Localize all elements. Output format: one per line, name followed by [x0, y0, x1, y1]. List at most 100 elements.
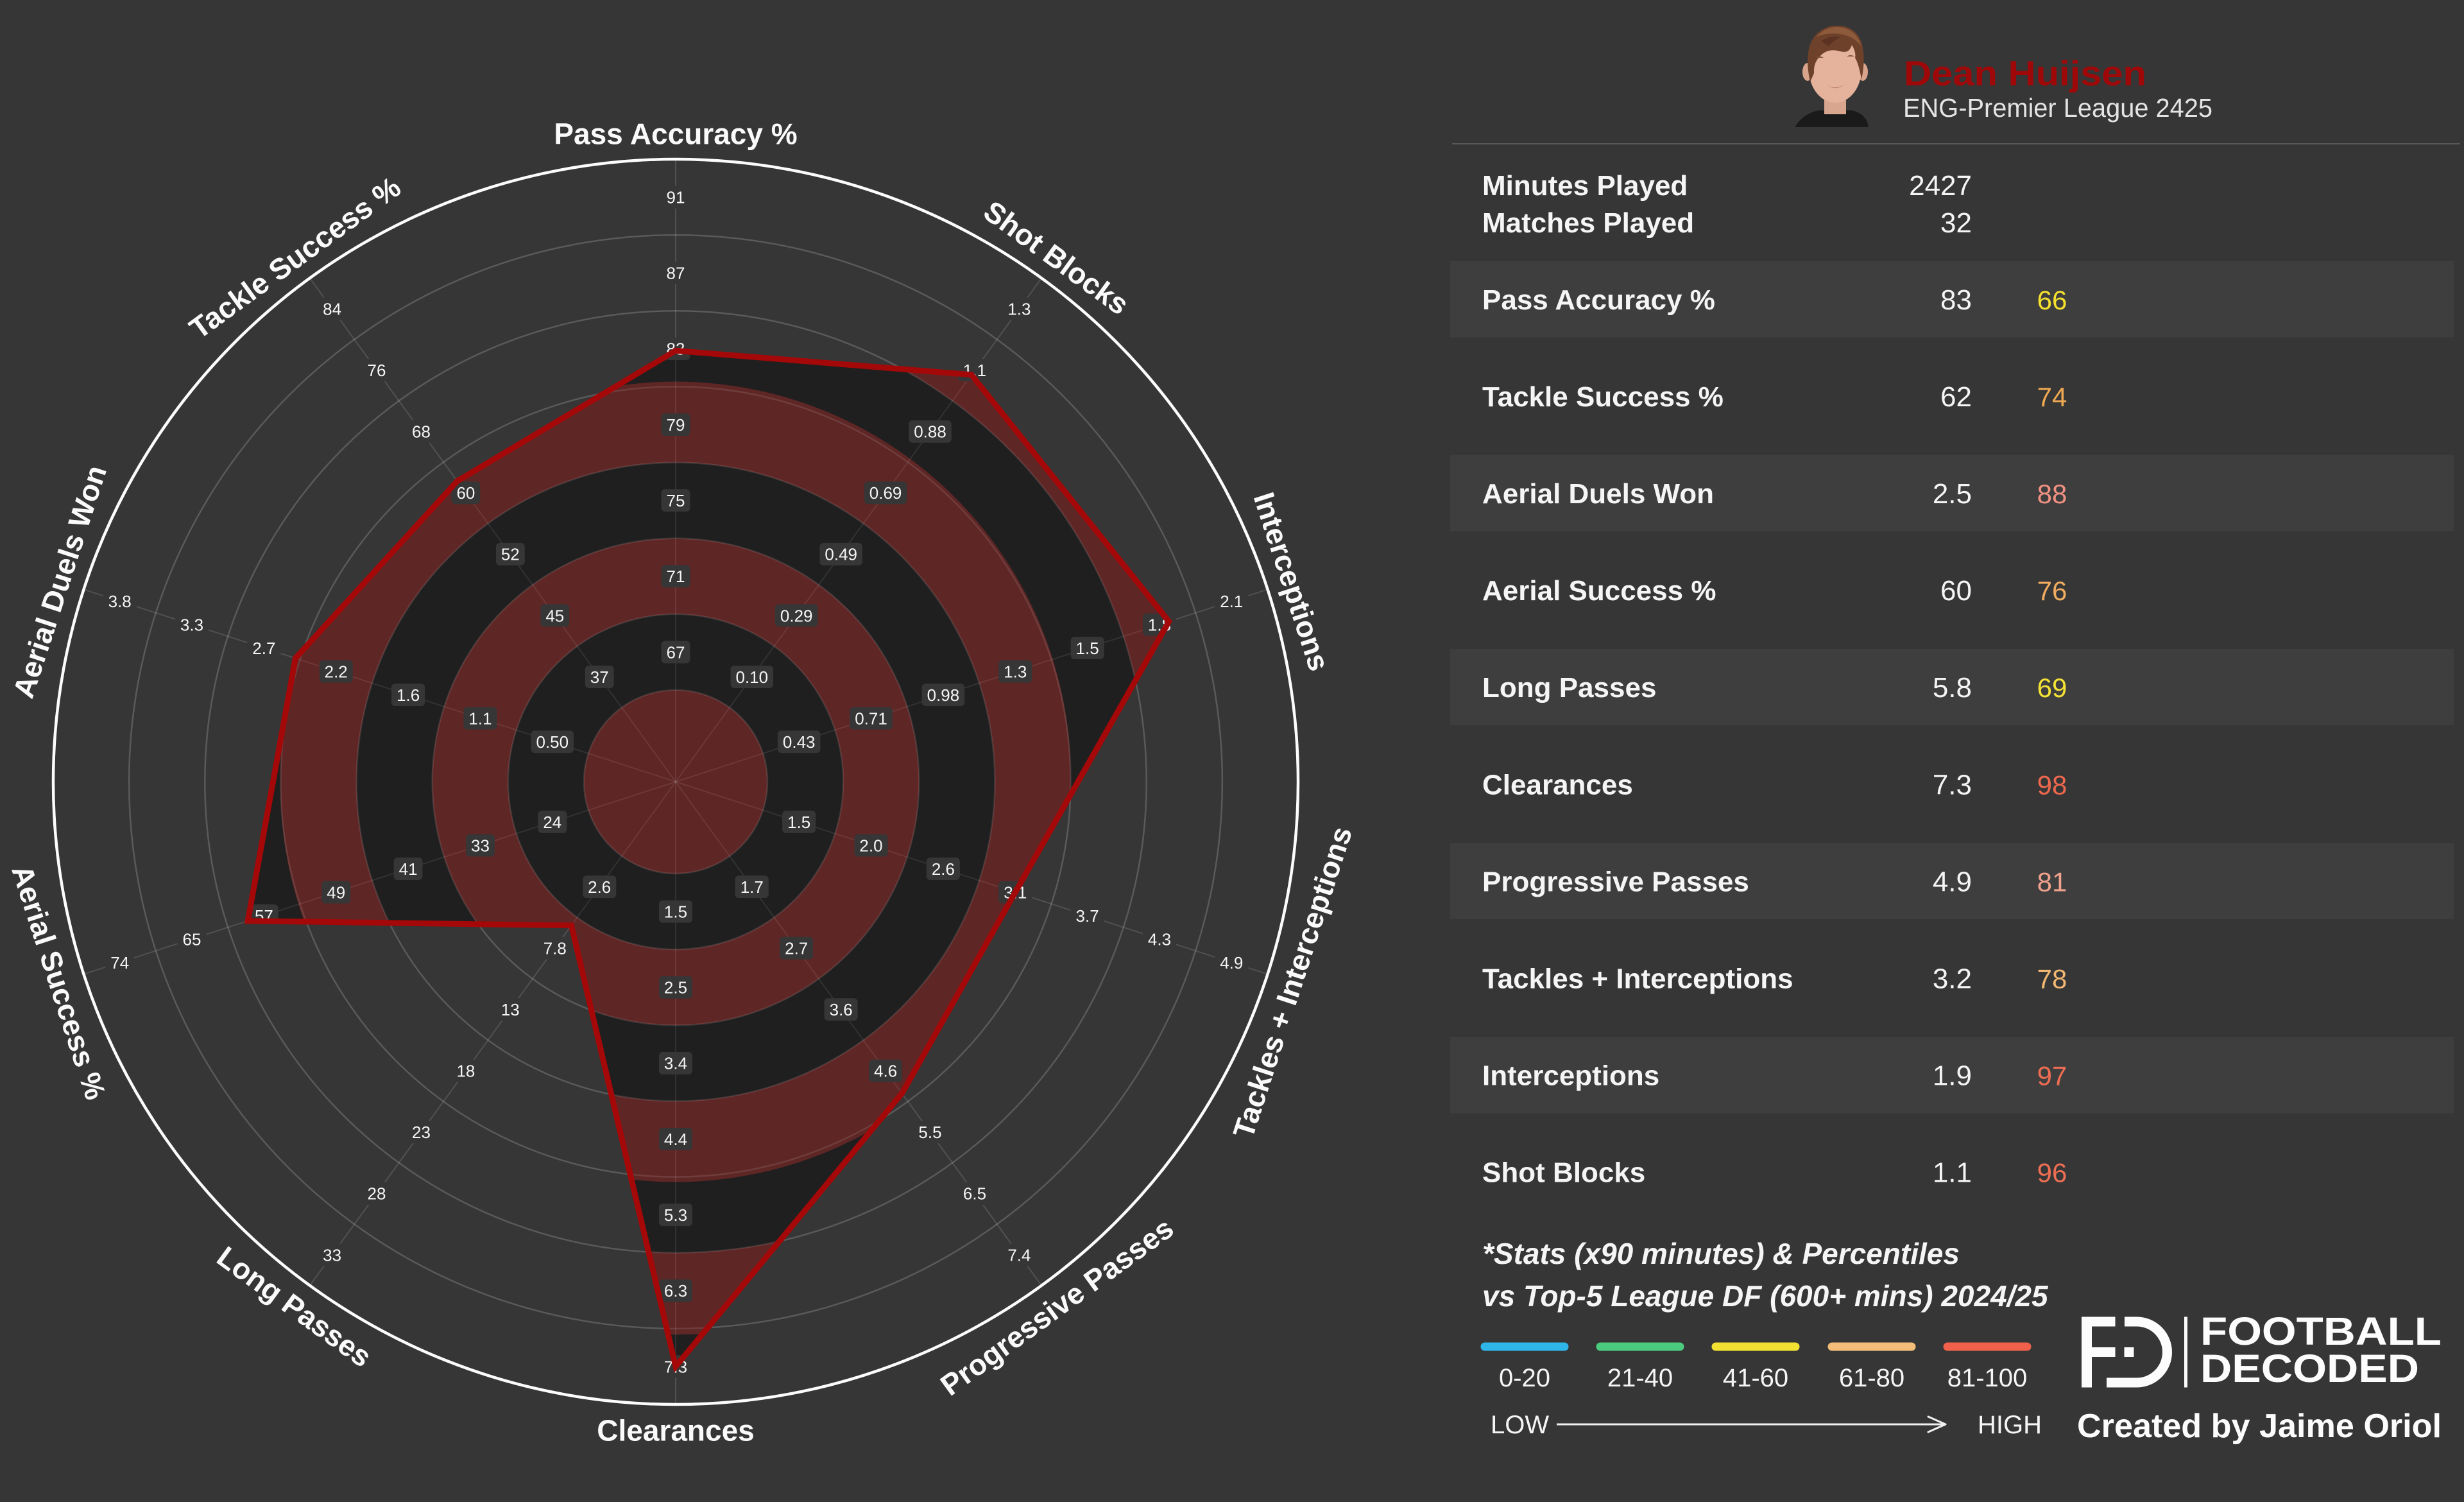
svg-text:79: 79 — [667, 415, 685, 435]
svg-text:0.71: 0.71 — [855, 709, 887, 728]
svg-text:4.9: 4.9 — [1220, 953, 1243, 972]
svg-text:0.88: 0.88 — [914, 422, 946, 442]
svg-text:74: 74 — [2037, 382, 2067, 412]
svg-text:21-40: 21-40 — [1607, 1364, 1673, 1392]
svg-text:60: 60 — [1940, 575, 1972, 607]
svg-text:81: 81 — [2037, 867, 2067, 897]
svg-text:37: 37 — [590, 668, 609, 687]
svg-text:2.5: 2.5 — [664, 978, 687, 997]
svg-text:Matches Played: Matches Played — [1482, 207, 1694, 239]
svg-text:66: 66 — [2037, 285, 2067, 315]
svg-text:61-80: 61-80 — [1839, 1364, 1904, 1392]
svg-text:3.2: 3.2 — [1933, 963, 1972, 995]
svg-text:24: 24 — [543, 813, 561, 832]
svg-text:2.2: 2.2 — [325, 662, 348, 681]
svg-text:1.9: 1.9 — [1933, 1060, 1972, 1092]
svg-text:33: 33 — [323, 1245, 341, 1265]
svg-text:Created by Jaime Oriol: Created by Jaime Oriol — [2077, 1408, 2442, 1445]
svg-text:LOW: LOW — [1491, 1411, 1549, 1439]
svg-text:33: 33 — [471, 836, 490, 855]
svg-text:87: 87 — [667, 264, 685, 283]
svg-text:78: 78 — [2037, 964, 2067, 994]
svg-text:3.7: 3.7 — [1076, 906, 1099, 926]
svg-text:HIGH: HIGH — [1978, 1411, 2042, 1439]
svg-text:32: 32 — [1940, 207, 1972, 239]
svg-text:3.6: 3.6 — [830, 1000, 853, 1019]
svg-text:2.0: 2.0 — [859, 836, 882, 855]
svg-text:Minutes Played: Minutes Played — [1482, 170, 1688, 202]
svg-text:1.5: 1.5 — [1076, 639, 1099, 658]
svg-text:0.98: 0.98 — [927, 686, 960, 705]
svg-text:69: 69 — [2037, 673, 2067, 703]
svg-text:ENG-Premier League 2425: ENG-Premier League 2425 — [1903, 93, 2212, 123]
svg-text:2.6: 2.6 — [588, 877, 611, 897]
svg-text:0.10: 0.10 — [735, 668, 768, 687]
svg-text:18: 18 — [456, 1062, 475, 1081]
svg-text:5.3: 5.3 — [664, 1205, 687, 1225]
svg-text:13: 13 — [501, 1000, 520, 1019]
svg-text:2.6: 2.6 — [932, 859, 955, 879]
svg-text:4.3: 4.3 — [1148, 929, 1171, 949]
svg-text:Clearances: Clearances — [1482, 769, 1633, 800]
svg-text:98: 98 — [2037, 770, 2067, 800]
svg-text:68: 68 — [412, 422, 431, 442]
svg-text:Tackle Success %: Tackle Success % — [1482, 381, 1724, 413]
svg-text:Aerial Duels Won: Aerial Duels Won — [1482, 478, 1714, 510]
svg-text:96: 96 — [2037, 1158, 2067, 1188]
svg-text:0-20: 0-20 — [1499, 1364, 1550, 1392]
svg-text:2.1: 2.1 — [1220, 592, 1243, 611]
svg-text:4.6: 4.6 — [874, 1062, 897, 1081]
svg-text:75: 75 — [667, 491, 685, 510]
svg-text:0.69: 0.69 — [869, 483, 902, 503]
svg-text:2.7: 2.7 — [252, 639, 275, 658]
svg-text:91: 91 — [667, 187, 685, 207]
svg-text:Pass Accuracy %: Pass Accuracy % — [1482, 284, 1715, 316]
svg-text:1.5: 1.5 — [664, 902, 687, 921]
svg-text:Pass Accuracy %: Pass Accuracy % — [554, 117, 797, 151]
svg-text:1.1: 1.1 — [468, 709, 492, 728]
svg-text:41: 41 — [399, 859, 418, 879]
svg-text:3.3: 3.3 — [180, 615, 203, 634]
svg-text:7.4: 7.4 — [1007, 1245, 1031, 1265]
svg-text:2427: 2427 — [1909, 170, 1972, 202]
svg-text:5.5: 5.5 — [918, 1123, 941, 1142]
svg-text:7.8: 7.8 — [543, 938, 567, 958]
svg-text:Shot Blocks: Shot Blocks — [1482, 1157, 1645, 1189]
svg-text:6.3: 6.3 — [664, 1281, 687, 1300]
svg-text:41-60: 41-60 — [1723, 1364, 1788, 1392]
svg-text:0.43: 0.43 — [783, 732, 816, 752]
svg-text:FOOTBALL: FOOTBALL — [2200, 1309, 2442, 1353]
svg-text:vs Top-5 League DF (600+ mins): vs Top-5 League DF (600+ mins) 2024/25 — [1482, 1279, 2049, 1313]
svg-text:0.29: 0.29 — [780, 606, 813, 625]
svg-text:Clearances: Clearances — [597, 1414, 755, 1447]
svg-text:DECODED: DECODED — [2200, 1347, 2419, 1390]
svg-text:4.4: 4.4 — [664, 1130, 687, 1149]
svg-text:65: 65 — [183, 929, 201, 949]
svg-text:0.50: 0.50 — [536, 732, 569, 752]
svg-text:2.5: 2.5 — [1933, 478, 1972, 510]
svg-text:45: 45 — [545, 606, 564, 625]
svg-text:52: 52 — [501, 545, 520, 564]
svg-text:1.5: 1.5 — [787, 813, 810, 832]
svg-text:0.49: 0.49 — [825, 545, 857, 564]
svg-text:7.3: 7.3 — [1933, 769, 1972, 800]
svg-text:1.7: 1.7 — [740, 877, 764, 897]
svg-text:97: 97 — [2037, 1061, 2067, 1091]
svg-text:3.4: 3.4 — [664, 1054, 687, 1073]
svg-text:74: 74 — [110, 953, 129, 972]
svg-text:3.8: 3.8 — [108, 592, 132, 611]
svg-text:62: 62 — [1940, 381, 1972, 413]
svg-text:67: 67 — [667, 643, 685, 662]
svg-text:1.3: 1.3 — [1007, 299, 1031, 318]
svg-text:83: 83 — [1940, 284, 1972, 316]
svg-text:76: 76 — [368, 361, 386, 380]
svg-text:Aerial Success %: Aerial Success % — [1482, 575, 1716, 607]
svg-text:88: 88 — [2037, 479, 2067, 509]
svg-text:6.5: 6.5 — [963, 1184, 986, 1204]
svg-text:84: 84 — [323, 299, 341, 318]
svg-text:2.7: 2.7 — [785, 938, 808, 958]
svg-text:Tackles + Interceptions: Tackles + Interceptions — [1482, 963, 1793, 995]
svg-text:76: 76 — [2037, 576, 2067, 606]
svg-text:Interceptions: Interceptions — [1482, 1060, 1659, 1092]
svg-text:81-100: 81-100 — [1947, 1364, 2028, 1392]
